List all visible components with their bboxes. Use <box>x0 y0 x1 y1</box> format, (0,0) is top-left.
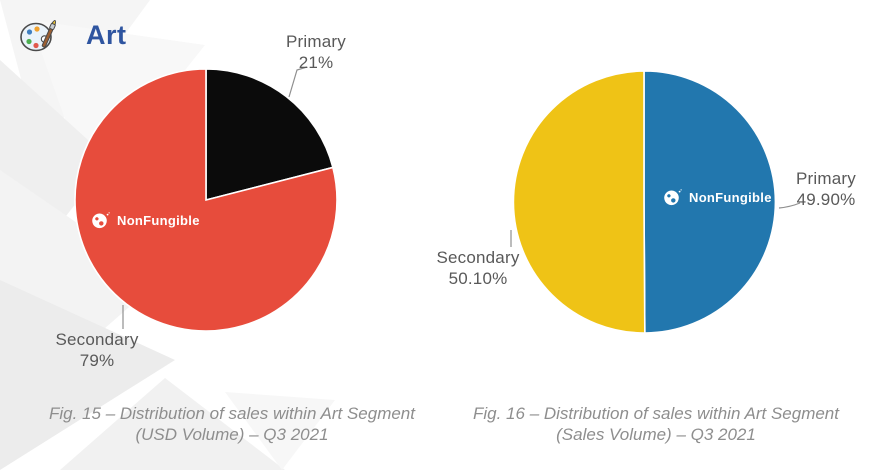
watermark-label: NonFungible <box>689 190 772 205</box>
callout-fig15-primary: Primary 21% <box>268 32 364 73</box>
figure-caption-fig15: Fig. 15 – Distribution of sales within A… <box>20 403 444 446</box>
slice-label: Secondary <box>436 248 520 267</box>
pie-slice-primary <box>643 70 776 334</box>
slice-value: 79% <box>79 350 115 370</box>
caption-line1: Fig. 15 – Distribution of sales within A… <box>49 404 415 423</box>
slice-value: 49.90% <box>796 189 856 209</box>
callout-fig15-secondary: Secondary 79% <box>47 330 147 371</box>
page-title: Art <box>86 19 127 50</box>
pie-chart-fig15 <box>74 68 338 332</box>
slice-label: Primary <box>286 32 346 51</box>
pie-slice-secondary <box>512 70 646 334</box>
caption-line2: (USD Volume) – Q3 2021 <box>135 425 329 445</box>
caption-line1: Fig. 16 – Distribution of sales within A… <box>473 404 839 423</box>
callout-fig16-primary: Primary 49.90% <box>780 169 872 210</box>
nonfungible-logo-icon <box>92 212 110 229</box>
nonfungible-watermark: NonFungible <box>92 212 200 229</box>
pie-slice-primary <box>205 68 334 202</box>
nonfungible-watermark: NonFungible <box>664 189 772 206</box>
callout-fig16-secondary: Secondary 50.10% <box>428 248 528 289</box>
segment-header: Art <box>18 12 127 58</box>
caption-line2: (Sales Volume) – Q3 2021 <box>556 425 756 445</box>
slice-value: 50.10% <box>448 268 508 288</box>
watermark-label: NonFungible <box>117 213 200 228</box>
nonfungible-logo-icon <box>664 189 682 206</box>
slice-label: Secondary <box>55 330 139 349</box>
pie-slice-secondary <box>74 68 338 332</box>
slice-value: 21% <box>298 52 334 72</box>
pie-chart-fig16 <box>512 70 776 334</box>
slice-label: Primary <box>796 169 856 188</box>
figure-caption-fig16: Fig. 16 – Distribution of sales within A… <box>444 403 868 446</box>
palette-icon <box>20 20 56 52</box>
